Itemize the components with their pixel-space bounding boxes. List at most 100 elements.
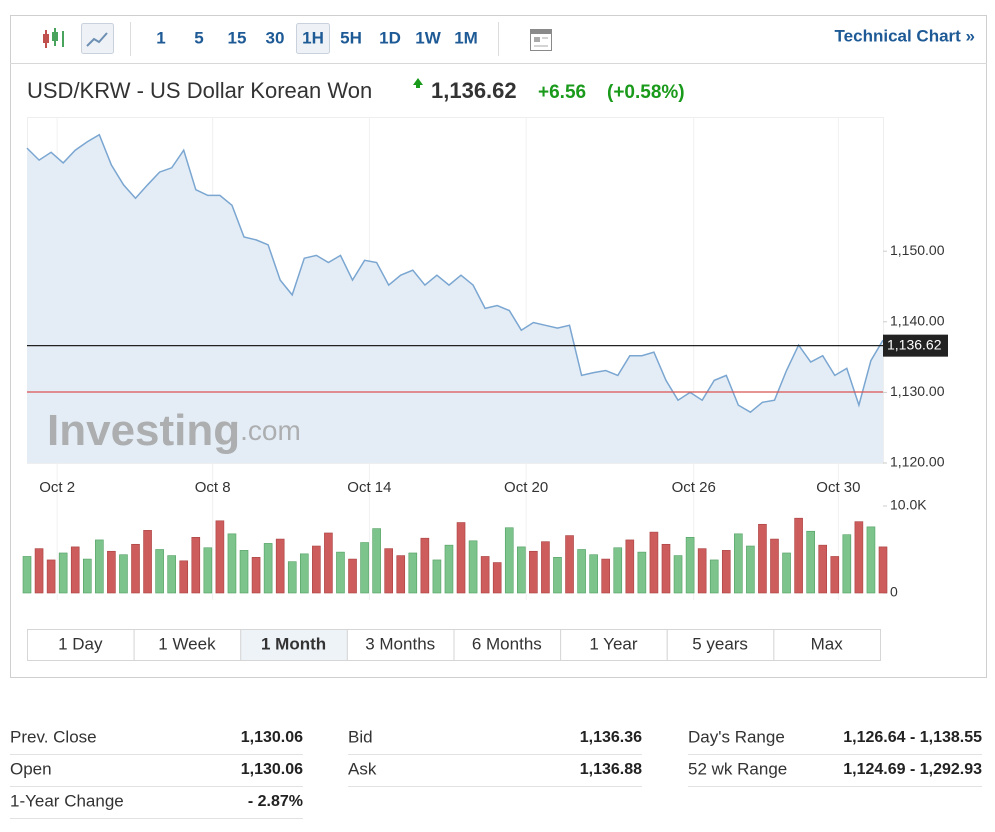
volume-bar — [541, 541, 550, 594]
volume-bar — [878, 546, 888, 594]
page-icon[interactable] — [530, 29, 552, 51]
range-tab[interactable] — [773, 629, 881, 661]
volume-bar — [143, 530, 152, 594]
volume-bar — [251, 557, 261, 594]
icon-part — [531, 30, 551, 34]
interval-button[interactable]: 1M — [454, 28, 478, 47]
interval-button[interactable]: 1H — [302, 28, 324, 47]
range-tabs: 1 Day 1 Week 1 Month 3 Months 6 Months 1 Year… — [27, 629, 881, 661]
volume-bar — [420, 537, 430, 594]
interval-button[interactable]: 1D — [379, 28, 401, 47]
interval-active-bg — [296, 23, 330, 54]
volume-bar — [179, 560, 189, 594]
watermark: Investing.com — [47, 406, 301, 455]
range-tab-label: 6 Months — [472, 634, 542, 653]
watermark-suffix: .com — [240, 415, 301, 446]
range-tab[interactable] — [666, 629, 775, 661]
price-change: +6.56 — [538, 82, 586, 103]
volume-bar — [119, 554, 128, 594]
volume-bar — [601, 558, 611, 594]
plot — [26, 117, 887, 600]
up-arrow — [416, 85, 420, 88]
range-tab-label: 3 Months — [365, 634, 435, 653]
volume-bar — [504, 527, 514, 594]
instrument-title: USD/KRW - US Dollar Korean Won — [27, 78, 372, 103]
price-area — [27, 134, 883, 463]
range-tab-label: 1 Month — [261, 634, 326, 653]
volume-bar — [770, 538, 779, 594]
interval-button[interactable]: 5 — [194, 28, 203, 47]
up-arrow — [413, 78, 423, 85]
interval-button[interactable]: 1W — [415, 28, 441, 47]
stat-value: - 2.87% — [248, 793, 303, 810]
volume-bar — [492, 562, 502, 594]
volume-bar — [95, 539, 104, 594]
volume-bar — [348, 558, 357, 594]
volume-bar — [336, 551, 345, 594]
volume-bar — [866, 526, 876, 594]
stat-label: Prev. Close — [10, 727, 97, 746]
volume-bar — [155, 549, 164, 594]
volume-bar — [131, 543, 140, 594]
interval-button[interactable]: 15 — [228, 28, 247, 47]
icon-part — [43, 34, 49, 43]
volume-tick-label: 0 — [890, 584, 898, 600]
line-icon-button[interactable] — [81, 23, 114, 54]
interval-button[interactable]: 30 — [266, 28, 285, 47]
stat-value: 1,136.36 — [580, 729, 642, 746]
volume-bar — [468, 540, 478, 594]
stat-value: 1,130.06 — [241, 729, 303, 746]
volume-bar — [396, 555, 406, 594]
volume-bar — [167, 555, 176, 594]
volume-bar — [70, 546, 80, 594]
y-tick-label: 1,120.00 — [890, 454, 945, 470]
last-price: 1,136.62 — [431, 78, 517, 103]
volume-bar — [830, 556, 840, 594]
volume-bar — [444, 544, 454, 594]
stat-value: 1,130.06 — [241, 761, 303, 778]
volume-bar — [661, 543, 671, 594]
interval-button[interactable]: 5H — [340, 28, 362, 47]
range-tab-label: 1 Day — [58, 634, 103, 653]
volume-bar — [758, 523, 767, 594]
range-tab[interactable] — [27, 629, 135, 661]
volume-bar — [577, 549, 586, 594]
range-tab[interactable] — [453, 629, 562, 661]
volume-bar — [432, 559, 442, 594]
watermark-brand: Investing — [47, 406, 240, 455]
last-price-tag — [883, 334, 948, 357]
range-tab-label: Max — [811, 634, 844, 653]
x-tick-label: Oct 2 — [39, 479, 75, 496]
volume-bar — [637, 551, 647, 594]
line-icon — [86, 32, 108, 47]
volume-bar — [709, 559, 719, 594]
range-tab-label: 1 Week — [158, 634, 216, 653]
volume-bar — [191, 537, 201, 594]
volume-bar — [565, 535, 574, 594]
stat-value: 1,124.69 - 1,292.93 — [843, 761, 982, 778]
volume-bar — [384, 548, 393, 594]
price-change-percent: (+0.58%) — [607, 82, 685, 103]
range-tab[interactable] — [346, 629, 455, 661]
volume-bar — [46, 559, 56, 594]
range-tab[interactable] — [240, 629, 348, 661]
volume-bar — [287, 561, 297, 594]
interval-button[interactable]: 1 — [156, 28, 165, 47]
volume-bar — [589, 554, 598, 594]
x-tick-label: Oct 30 — [816, 479, 860, 496]
x-tick-label: Oct 20 — [504, 479, 548, 496]
technical-chart-link[interactable]: Technical Chart » — [835, 26, 975, 45]
candle-icon[interactable] — [43, 28, 64, 48]
volume-bar — [782, 552, 791, 594]
volume-bar — [517, 546, 526, 594]
range-tab-label: 1 Year — [589, 634, 638, 653]
volume-bar — [203, 547, 213, 594]
last-price-label: 1,136.62 — [887, 336, 942, 352]
volume-bar — [842, 534, 852, 594]
volume-bar — [324, 532, 333, 594]
volume-bar — [227, 533, 237, 594]
volume-bar — [649, 531, 659, 594]
volume-bar — [721, 550, 731, 594]
volume-bar — [794, 517, 803, 594]
